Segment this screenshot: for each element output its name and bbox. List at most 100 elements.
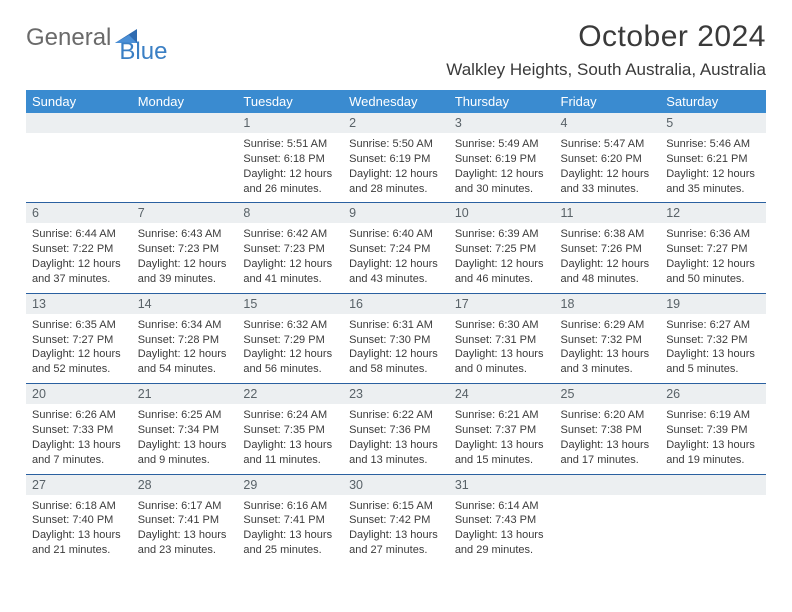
sunset-text: Sunset: 7:31 PM (455, 333, 549, 348)
calendar-header-row: SundayMondayTuesdayWednesdayThursdayFrid… (26, 90, 766, 113)
header: General Blue October 2024 Walkley Height… (26, 20, 766, 80)
calendar-cell: 24Sunrise: 6:21 AMSunset: 7:37 PMDayligh… (449, 384, 555, 474)
sunrise-text: Sunrise: 6:25 AM (138, 408, 232, 423)
daylight-text: Daylight: 13 hours and 11 minutes. (243, 438, 337, 468)
sunrise-text: Sunrise: 6:24 AM (243, 408, 337, 423)
day-data: Sunrise: 6:21 AMSunset: 7:37 PMDaylight:… (449, 404, 555, 473)
calendar-body: 1Sunrise: 5:51 AMSunset: 6:18 PMDaylight… (26, 113, 766, 564)
daylight-text: Daylight: 13 hours and 13 minutes. (349, 438, 443, 468)
day-number: 18 (555, 294, 661, 314)
sunset-text: Sunset: 7:32 PM (666, 333, 760, 348)
day-number: 19 (660, 294, 766, 314)
sunrise-text: Sunrise: 6:29 AM (561, 318, 655, 333)
sunrise-text: Sunrise: 6:44 AM (32, 227, 126, 242)
calendar-cell: 17Sunrise: 6:30 AMSunset: 7:31 PMDayligh… (449, 293, 555, 383)
day-data: Sunrise: 6:31 AMSunset: 7:30 PMDaylight:… (343, 314, 449, 383)
day-header: Tuesday (237, 90, 343, 113)
sunset-text: Sunset: 7:41 PM (138, 513, 232, 528)
calendar-cell: 14Sunrise: 6:34 AMSunset: 7:28 PMDayligh… (132, 293, 238, 383)
calendar-cell: 22Sunrise: 6:24 AMSunset: 7:35 PMDayligh… (237, 384, 343, 474)
sunrise-text: Sunrise: 6:30 AM (455, 318, 549, 333)
day-number: 29 (237, 475, 343, 495)
day-number: 22 (237, 384, 343, 404)
sunset-text: Sunset: 6:19 PM (349, 152, 443, 167)
day-data: Sunrise: 6:26 AMSunset: 7:33 PMDaylight:… (26, 404, 132, 473)
daylight-text: Daylight: 12 hours and 58 minutes. (349, 347, 443, 377)
day-data: Sunrise: 6:27 AMSunset: 7:32 PMDaylight:… (660, 314, 766, 383)
sunset-text: Sunset: 7:27 PM (666, 242, 760, 257)
day-number: 13 (26, 294, 132, 314)
day-data: Sunrise: 6:36 AMSunset: 7:27 PMDaylight:… (660, 223, 766, 292)
day-number: 5 (660, 113, 766, 133)
sunset-text: Sunset: 6:20 PM (561, 152, 655, 167)
calendar-cell: 20Sunrise: 6:26 AMSunset: 7:33 PMDayligh… (26, 384, 132, 474)
day-number: 31 (449, 475, 555, 495)
sunrise-text: Sunrise: 5:51 AM (243, 137, 337, 152)
day-number: 7 (132, 203, 238, 223)
calendar-cell: 4Sunrise: 5:47 AMSunset: 6:20 PMDaylight… (555, 113, 661, 203)
day-number: 3 (449, 113, 555, 133)
day-number: 23 (343, 384, 449, 404)
calendar-cell: 6Sunrise: 6:44 AMSunset: 7:22 PMDaylight… (26, 203, 132, 293)
calendar-week-row: 13Sunrise: 6:35 AMSunset: 7:27 PMDayligh… (26, 293, 766, 383)
calendar-week-row: 20Sunrise: 6:26 AMSunset: 7:33 PMDayligh… (26, 384, 766, 474)
daylight-text: Daylight: 13 hours and 27 minutes. (349, 528, 443, 558)
sunset-text: Sunset: 7:43 PM (455, 513, 549, 528)
sunrise-text: Sunrise: 6:17 AM (138, 499, 232, 514)
day-number (132, 113, 238, 133)
day-number (660, 475, 766, 495)
sunset-text: Sunset: 7:39 PM (666, 423, 760, 438)
sunset-text: Sunset: 6:18 PM (243, 152, 337, 167)
calendar-cell: 5Sunrise: 5:46 AMSunset: 6:21 PMDaylight… (660, 113, 766, 203)
day-header: Friday (555, 90, 661, 113)
sunset-text: Sunset: 7:41 PM (243, 513, 337, 528)
day-number: 12 (660, 203, 766, 223)
day-number: 28 (132, 475, 238, 495)
day-data: Sunrise: 6:39 AMSunset: 7:25 PMDaylight:… (449, 223, 555, 292)
sunrise-text: Sunrise: 5:46 AM (666, 137, 760, 152)
day-data: Sunrise: 6:43 AMSunset: 7:23 PMDaylight:… (132, 223, 238, 292)
calendar-cell: 23Sunrise: 6:22 AMSunset: 7:36 PMDayligh… (343, 384, 449, 474)
logo-text-general: General (26, 24, 111, 52)
day-data: Sunrise: 5:50 AMSunset: 6:19 PMDaylight:… (343, 133, 449, 202)
daylight-text: Daylight: 13 hours and 21 minutes. (32, 528, 126, 558)
calendar-cell: 8Sunrise: 6:42 AMSunset: 7:23 PMDaylight… (237, 203, 343, 293)
calendar-cell: 10Sunrise: 6:39 AMSunset: 7:25 PMDayligh… (449, 203, 555, 293)
day-number: 17 (449, 294, 555, 314)
day-number: 10 (449, 203, 555, 223)
sunrise-text: Sunrise: 6:18 AM (32, 499, 126, 514)
daylight-text: Daylight: 13 hours and 23 minutes. (138, 528, 232, 558)
sunset-text: Sunset: 7:42 PM (349, 513, 443, 528)
daylight-text: Daylight: 13 hours and 0 minutes. (455, 347, 549, 377)
day-data: Sunrise: 6:34 AMSunset: 7:28 PMDaylight:… (132, 314, 238, 383)
day-number: 20 (26, 384, 132, 404)
daylight-text: Daylight: 12 hours and 30 minutes. (455, 167, 549, 197)
daylight-text: Daylight: 12 hours and 33 minutes. (561, 167, 655, 197)
day-number: 24 (449, 384, 555, 404)
logo: General Blue (26, 24, 191, 52)
day-header: Sunday (26, 90, 132, 113)
day-data: Sunrise: 5:51 AMSunset: 6:18 PMDaylight:… (237, 133, 343, 202)
day-data: Sunrise: 6:35 AMSunset: 7:27 PMDaylight:… (26, 314, 132, 383)
day-data: Sunrise: 6:24 AMSunset: 7:35 PMDaylight:… (237, 404, 343, 473)
day-header: Saturday (660, 90, 766, 113)
day-data: Sunrise: 6:30 AMSunset: 7:31 PMDaylight:… (449, 314, 555, 383)
day-number: 26 (660, 384, 766, 404)
day-data: Sunrise: 6:29 AMSunset: 7:32 PMDaylight:… (555, 314, 661, 383)
sunrise-text: Sunrise: 6:19 AM (666, 408, 760, 423)
daylight-text: Daylight: 12 hours and 50 minutes. (666, 257, 760, 287)
daylight-text: Daylight: 12 hours and 26 minutes. (243, 167, 337, 197)
sunrise-text: Sunrise: 5:47 AM (561, 137, 655, 152)
day-number: 1 (237, 113, 343, 133)
calendar-cell: 30Sunrise: 6:15 AMSunset: 7:42 PMDayligh… (343, 474, 449, 564)
daylight-text: Daylight: 13 hours and 7 minutes. (32, 438, 126, 468)
daylight-text: Daylight: 12 hours and 46 minutes. (455, 257, 549, 287)
sunrise-text: Sunrise: 6:35 AM (32, 318, 126, 333)
sunset-text: Sunset: 7:33 PM (32, 423, 126, 438)
sunset-text: Sunset: 6:19 PM (455, 152, 549, 167)
logo-text-blue: Blue (119, 38, 167, 66)
day-number: 2 (343, 113, 449, 133)
day-data: Sunrise: 5:47 AMSunset: 6:20 PMDaylight:… (555, 133, 661, 202)
day-data: Sunrise: 6:22 AMSunset: 7:36 PMDaylight:… (343, 404, 449, 473)
sunrise-text: Sunrise: 6:36 AM (666, 227, 760, 242)
